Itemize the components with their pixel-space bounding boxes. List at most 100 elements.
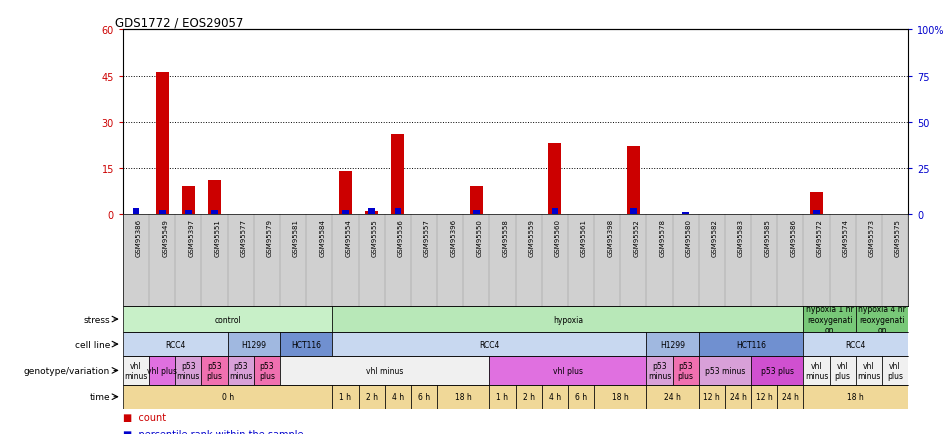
Bar xyxy=(182,187,195,214)
Text: p53
plus: p53 plus xyxy=(206,361,222,380)
Text: GSM95555: GSM95555 xyxy=(372,219,377,256)
Bar xyxy=(342,210,349,214)
Bar xyxy=(568,385,594,409)
Bar xyxy=(594,385,646,409)
Text: GSM95552: GSM95552 xyxy=(633,219,639,256)
Bar xyxy=(751,356,803,385)
Text: GSM95584: GSM95584 xyxy=(319,219,325,256)
Bar xyxy=(149,356,175,385)
Text: GSM95398: GSM95398 xyxy=(607,219,613,257)
Text: GSM95583: GSM95583 xyxy=(738,219,745,257)
Text: 1 h: 1 h xyxy=(340,392,352,401)
Bar xyxy=(332,332,646,356)
Bar xyxy=(725,385,751,409)
Text: GSM95559: GSM95559 xyxy=(529,219,534,256)
Text: p53
plus: p53 plus xyxy=(677,361,693,380)
Bar xyxy=(123,385,332,409)
Text: H1299: H1299 xyxy=(660,340,685,349)
Text: hypoxia: hypoxia xyxy=(552,315,583,324)
Bar xyxy=(332,306,803,332)
Text: GSM95396: GSM95396 xyxy=(450,219,456,257)
Bar xyxy=(394,209,401,214)
Text: p53
minus: p53 minus xyxy=(229,361,253,380)
Text: control: control xyxy=(215,315,241,324)
Text: 2 h: 2 h xyxy=(365,392,377,401)
Bar xyxy=(856,306,908,332)
Text: 12 h: 12 h xyxy=(704,392,720,401)
Text: 4 h: 4 h xyxy=(392,392,404,401)
Text: vhl
minus: vhl minus xyxy=(805,361,829,380)
Text: 2 h: 2 h xyxy=(522,392,534,401)
Text: 18 h: 18 h xyxy=(612,392,629,401)
Bar xyxy=(201,356,228,385)
Text: GSM95386: GSM95386 xyxy=(136,219,142,257)
Text: H1299: H1299 xyxy=(241,340,267,349)
Text: GSM95573: GSM95573 xyxy=(868,219,875,257)
Bar xyxy=(228,356,254,385)
Text: GSM95581: GSM95581 xyxy=(293,219,299,257)
Bar xyxy=(627,147,639,214)
Text: stress: stress xyxy=(83,315,110,324)
Text: GSM95549: GSM95549 xyxy=(163,219,168,256)
Text: p53
plus: p53 plus xyxy=(259,361,275,380)
Bar xyxy=(159,210,166,214)
Text: 4 h: 4 h xyxy=(549,392,561,401)
Bar xyxy=(830,356,856,385)
Text: p53 minus: p53 minus xyxy=(705,366,745,375)
Text: p53 plus: p53 plus xyxy=(761,366,794,375)
Bar xyxy=(175,356,201,385)
Bar xyxy=(489,385,516,409)
Text: cell line: cell line xyxy=(75,340,110,349)
Text: p53
minus: p53 minus xyxy=(648,361,672,380)
Bar xyxy=(803,356,830,385)
Text: hypoxia 1 hr
reoxygenati
on: hypoxia 1 hr reoxygenati on xyxy=(806,305,853,334)
Bar xyxy=(156,73,168,214)
Text: RCC4: RCC4 xyxy=(846,340,866,349)
Text: genotype/variation: genotype/variation xyxy=(24,366,110,375)
Text: GSM95560: GSM95560 xyxy=(554,219,561,257)
Text: ■  count: ■ count xyxy=(123,412,166,422)
Text: 18 h: 18 h xyxy=(455,392,472,401)
Text: 12 h: 12 h xyxy=(756,392,773,401)
Text: GSM95585: GSM95585 xyxy=(764,219,770,256)
Text: GSM95577: GSM95577 xyxy=(240,219,247,257)
Bar xyxy=(516,385,542,409)
Bar xyxy=(810,193,823,214)
Bar xyxy=(542,385,568,409)
Bar xyxy=(699,332,803,356)
Bar xyxy=(489,356,646,385)
Bar xyxy=(359,385,385,409)
Text: RCC4: RCC4 xyxy=(480,340,499,349)
Bar xyxy=(123,306,332,332)
Bar xyxy=(280,356,489,385)
Text: 24 h: 24 h xyxy=(729,392,746,401)
Text: vhl
plus: vhl plus xyxy=(887,361,903,380)
Bar xyxy=(365,211,378,214)
Bar xyxy=(473,210,480,214)
Bar xyxy=(646,385,699,409)
Bar xyxy=(882,356,908,385)
Text: GSM95574: GSM95574 xyxy=(843,219,849,256)
Text: GSM95575: GSM95575 xyxy=(895,219,902,256)
Text: GSM95572: GSM95572 xyxy=(816,219,823,256)
Text: GSM95558: GSM95558 xyxy=(502,219,509,256)
Text: GDS1772 / EOS29057: GDS1772 / EOS29057 xyxy=(115,16,243,29)
Bar xyxy=(778,385,803,409)
Text: RCC4: RCC4 xyxy=(166,340,185,349)
Bar xyxy=(132,209,139,214)
Bar xyxy=(630,209,637,214)
Bar xyxy=(751,385,778,409)
Text: GSM95557: GSM95557 xyxy=(424,219,430,256)
Text: 18 h: 18 h xyxy=(848,392,865,401)
Text: GSM95579: GSM95579 xyxy=(267,219,273,257)
Text: vhl
minus: vhl minus xyxy=(124,361,148,380)
Bar xyxy=(123,356,149,385)
Bar xyxy=(208,181,221,214)
Text: GSM95554: GSM95554 xyxy=(345,219,352,256)
Bar xyxy=(228,332,280,356)
Text: 6 h: 6 h xyxy=(575,392,587,401)
Text: 24 h: 24 h xyxy=(664,392,681,401)
Text: hypoxia 4 hr
reoxygenati
on: hypoxia 4 hr reoxygenati on xyxy=(858,305,906,334)
Bar xyxy=(123,332,228,356)
Text: GSM95561: GSM95561 xyxy=(581,219,587,257)
